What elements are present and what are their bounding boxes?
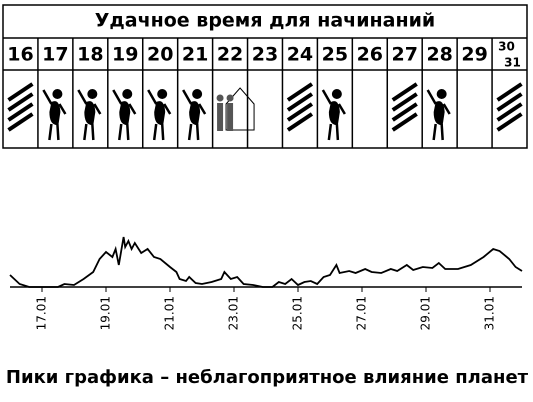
- family-icon: [227, 103, 234, 131]
- figure-icon: [426, 89, 451, 141]
- x-tick-label: 19.01: [99, 296, 113, 330]
- stripe-icon: [496, 82, 523, 102]
- figure-icon: [192, 89, 203, 99]
- figure-icon: [182, 89, 207, 141]
- day-number: 29: [461, 44, 487, 66]
- figure-icon: [84, 101, 96, 126]
- day-number: 16: [7, 44, 33, 66]
- data-line: [9, 236, 523, 288]
- stripe-icon: [7, 102, 34, 122]
- day-number: 22: [217, 44, 243, 66]
- day-number: 19: [112, 44, 138, 66]
- day-number: 17: [42, 44, 68, 66]
- stripe-icon: [496, 112, 523, 132]
- figure-icon: [122, 89, 133, 99]
- day-number: 26: [357, 44, 383, 66]
- stripe-icon: [391, 92, 418, 112]
- chart-caption: Пики графика – неблагоприятное влияние п…: [6, 367, 529, 388]
- day-number: 18: [77, 44, 103, 66]
- stripe-icon: [286, 82, 314, 102]
- table-title: Удачное время для начинаний: [95, 10, 435, 32]
- family-icon: [216, 94, 224, 102]
- stripe-icon: [286, 92, 314, 112]
- x-tick-label: 31.01: [483, 296, 497, 330]
- house-icon: [225, 87, 255, 131]
- x-tick-label: 29.01: [419, 296, 433, 330]
- stripe-icon: [286, 102, 314, 122]
- table-frame: [2, 4, 528, 149]
- x-tick-label: 17.01: [35, 296, 49, 330]
- figure-icon: [42, 89, 67, 141]
- x-tick-label: 27.01: [355, 296, 369, 330]
- figure-icon: [321, 89, 346, 141]
- stripe-icon: [391, 112, 418, 132]
- figure-icon: [52, 89, 63, 99]
- day-number: 20: [147, 44, 173, 66]
- day-number: 30: [498, 40, 515, 54]
- day-number: 21: [182, 44, 208, 66]
- figure-icon: [77, 89, 102, 141]
- figure-icon: [157, 89, 168, 99]
- family-icon: [217, 103, 224, 131]
- day-number: 31: [504, 56, 521, 70]
- stripe-icon: [7, 92, 34, 112]
- stripe-icon: [286, 112, 314, 132]
- stripe-icon: [496, 92, 523, 112]
- x-tick-label: 25.01: [291, 296, 305, 330]
- figure-icon: [436, 89, 447, 99]
- stripe-icon: [391, 102, 418, 122]
- family-icon: [226, 94, 234, 102]
- day-number: 24: [287, 44, 313, 66]
- figure-icon: [112, 89, 137, 141]
- day-number: 23: [252, 44, 278, 66]
- stripe-icon: [7, 112, 34, 132]
- figure-icon: [147, 89, 172, 141]
- stripe-icon: [7, 82, 34, 102]
- figure-icon: [49, 101, 61, 126]
- day-number: 28: [426, 44, 452, 66]
- x-tick-label: 21.01: [163, 296, 177, 330]
- day-number: 25: [322, 44, 348, 66]
- figure-icon: [331, 89, 342, 99]
- figure-icon: [87, 89, 98, 99]
- figure-icon: [433, 101, 445, 126]
- stripe-icon: [391, 82, 418, 102]
- figure-icon: [154, 101, 166, 126]
- figure-icon: [119, 101, 131, 126]
- stripe-icon: [496, 102, 523, 122]
- figure-icon: [328, 101, 340, 126]
- day-number: 27: [392, 44, 418, 66]
- figure-icon: [189, 101, 201, 126]
- x-tick-label: 23.01: [227, 296, 241, 330]
